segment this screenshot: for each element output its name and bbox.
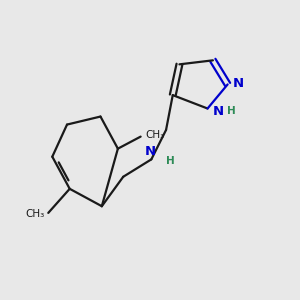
Text: N: N [232, 76, 244, 90]
Text: CH₃: CH₃ [146, 130, 165, 140]
Text: H: H [166, 156, 175, 166]
Text: H: H [227, 106, 236, 116]
Text: N: N [213, 105, 224, 118]
Text: N: N [145, 145, 156, 158]
Text: CH₃: CH₃ [25, 209, 44, 219]
